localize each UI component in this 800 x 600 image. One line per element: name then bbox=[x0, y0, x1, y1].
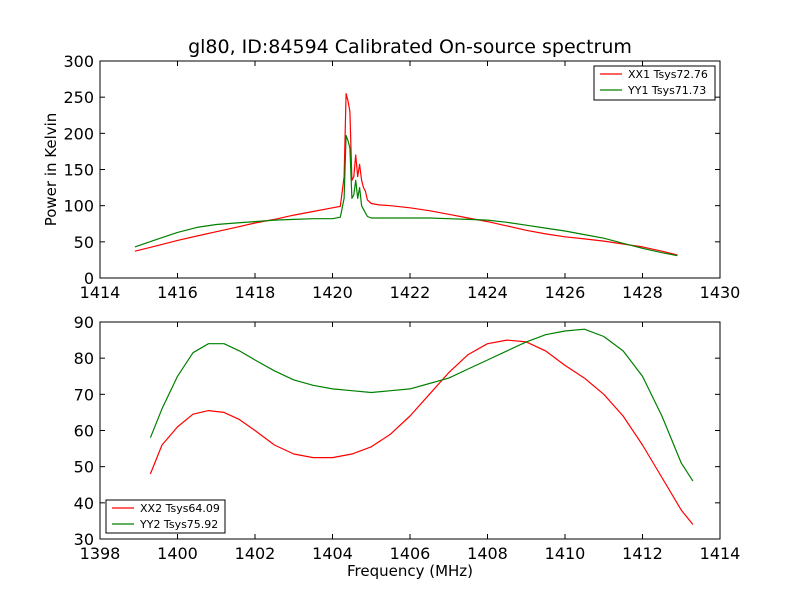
top-x-tick-label: 1430 bbox=[700, 283, 741, 302]
legend-label-yy2: YY2 Tsys75.92 bbox=[139, 518, 218, 531]
chart-title: gl80, ID:84594 Calibrated On-source spec… bbox=[188, 36, 632, 58]
top-x-ticks: 1414 1416 1418 1420 1422 1424 1426 1428 1430 bbox=[80, 61, 741, 302]
bottom-series-group bbox=[149, 328, 694, 525]
bottom-x-tick-label: 1400 bbox=[157, 544, 198, 563]
bottom-x-tick-label: 1402 bbox=[235, 544, 276, 563]
top-series-group bbox=[134, 92, 678, 257]
top-y-axis-label: Power in Kelvin bbox=[42, 113, 60, 227]
top-legend-box bbox=[593, 65, 716, 101]
bottom-series-line-1 bbox=[149, 328, 694, 482]
bottom-y-ticks: 30 40 50 60 70 80 90 bbox=[74, 313, 720, 549]
top-y-tick-label: 100 bbox=[63, 197, 94, 216]
bottom-y-tick-label: 90 bbox=[74, 313, 94, 332]
top-y-tick-label: 50 bbox=[74, 233, 94, 252]
top-legend: XX1 Tsys72.76 YY1 Tsys71.73 bbox=[593, 65, 716, 101]
top-series-line-1 bbox=[134, 134, 678, 257]
legend-label-xx1: XX1 Tsys72.76 bbox=[628, 68, 708, 81]
bottom-x-axis-label: Frequency (MHz) bbox=[347, 562, 473, 580]
bottom-y-tick-label: 30 bbox=[74, 530, 94, 549]
bottom-x-tick-label: 1406 bbox=[390, 544, 431, 563]
legend-label-xx2: XX2 Tsys64.09 bbox=[140, 502, 220, 515]
legend-label-yy1: YY1 Tsys71.73 bbox=[627, 84, 706, 97]
bottom-chart: 1398 1400 1402 1404 1406 1408 1410 1412 1414 30 4… bbox=[74, 313, 741, 580]
top-chart: gl80, ID:84594 Calibrated On-source spec… bbox=[42, 36, 740, 302]
bottom-x-tick-label: 1414 bbox=[700, 544, 741, 563]
top-x-tick-label: 1424 bbox=[467, 283, 508, 302]
bottom-y-tick-label: 70 bbox=[74, 385, 94, 404]
bottom-y-tick-label: 40 bbox=[74, 494, 94, 513]
top-series-line-0 bbox=[134, 92, 678, 256]
bottom-x-tick-label: 1410 bbox=[545, 544, 586, 563]
bottom-x-tick-label: 1398 bbox=[80, 544, 121, 563]
top-x-tick-label: 1416 bbox=[157, 283, 198, 302]
bottom-x-ticks: 1398 1400 1402 1404 1406 1408 1410 1412 1414 bbox=[80, 322, 741, 563]
top-y-ticks: 0 50 100 150 200 250 300 bbox=[63, 52, 720, 288]
top-x-tick-label: 1426 bbox=[545, 283, 586, 302]
top-x-tick-label: 1422 bbox=[390, 283, 431, 302]
top-y-tick-label: 150 bbox=[63, 161, 94, 180]
top-x-tick-label: 1418 bbox=[235, 283, 276, 302]
top-y-tick-label: 250 bbox=[63, 88, 94, 107]
top-y-tick-label: 200 bbox=[63, 124, 94, 143]
bottom-y-tick-label: 60 bbox=[74, 422, 94, 441]
top-y-tick-label: 0 bbox=[84, 269, 94, 288]
bottom-series-line-0 bbox=[149, 339, 694, 525]
bottom-x-tick-label: 1404 bbox=[312, 544, 353, 563]
bottom-x-tick-label: 1408 bbox=[467, 544, 508, 563]
top-x-tick-label: 1420 bbox=[312, 283, 353, 302]
top-y-tick-label: 300 bbox=[63, 52, 94, 71]
top-x-tick-label: 1428 bbox=[622, 283, 663, 302]
bottom-y-tick-label: 50 bbox=[74, 458, 94, 477]
bottom-y-tick-label: 80 bbox=[74, 349, 94, 368]
bottom-legend: XX2 Tsys64.09 YY2 Tsys75.92 bbox=[105, 499, 226, 534]
bottom-x-tick-label: 1412 bbox=[622, 544, 663, 563]
bottom-legend-box bbox=[105, 499, 226, 534]
top-x-tick-label: 1414 bbox=[80, 283, 121, 302]
